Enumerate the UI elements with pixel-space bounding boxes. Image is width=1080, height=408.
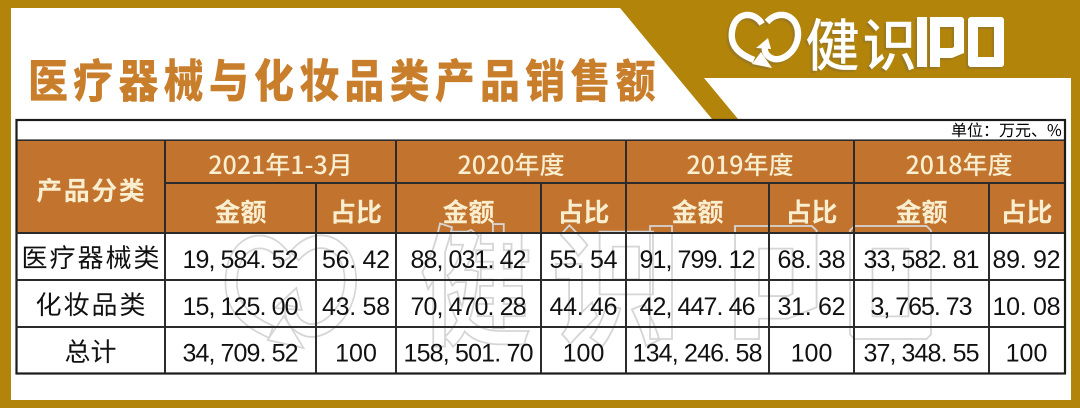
svg-text:37, 348. 55: 37, 348. 55 xyxy=(864,340,980,368)
svg-text:31. 62: 31. 62 xyxy=(778,293,846,321)
svg-text:3, 765. 73: 3, 765. 73 xyxy=(871,293,973,321)
svg-text:44. 46: 44. 46 xyxy=(550,293,618,321)
svg-text:70, 470. 28: 70, 470. 28 xyxy=(411,293,527,321)
svg-text:158, 501. 70: 158, 501. 70 xyxy=(404,340,534,368)
svg-text:134, 246. 58: 134, 246. 58 xyxy=(633,340,763,368)
svg-text:100: 100 xyxy=(791,340,833,368)
svg-text:10. 08: 10. 08 xyxy=(993,293,1061,321)
svg-text:56. 42: 56. 42 xyxy=(322,246,390,274)
svg-text:42, 447. 46: 42, 447. 46 xyxy=(640,293,756,321)
svg-text:34, 709. 52: 34, 709. 52 xyxy=(183,340,299,368)
svg-text:55. 54: 55. 54 xyxy=(550,246,618,274)
svg-text:68. 38: 68. 38 xyxy=(778,246,846,274)
svg-text:15, 125. 00: 15, 125. 00 xyxy=(183,293,299,321)
svg-text:33, 582. 81: 33, 582. 81 xyxy=(864,246,980,274)
svg-text:89. 92: 89. 92 xyxy=(993,246,1061,274)
svg-text:100: 100 xyxy=(1006,340,1048,368)
svg-text:88, 031. 42: 88, 031. 42 xyxy=(411,246,527,274)
svg-text:19, 584. 52: 19, 584. 52 xyxy=(183,246,299,274)
svg-text:100: 100 xyxy=(563,340,605,368)
svg-text:91, 799. 12: 91, 799. 12 xyxy=(640,246,756,274)
svg-text:100: 100 xyxy=(335,340,377,368)
svg-text:43. 58: 43. 58 xyxy=(322,293,390,321)
